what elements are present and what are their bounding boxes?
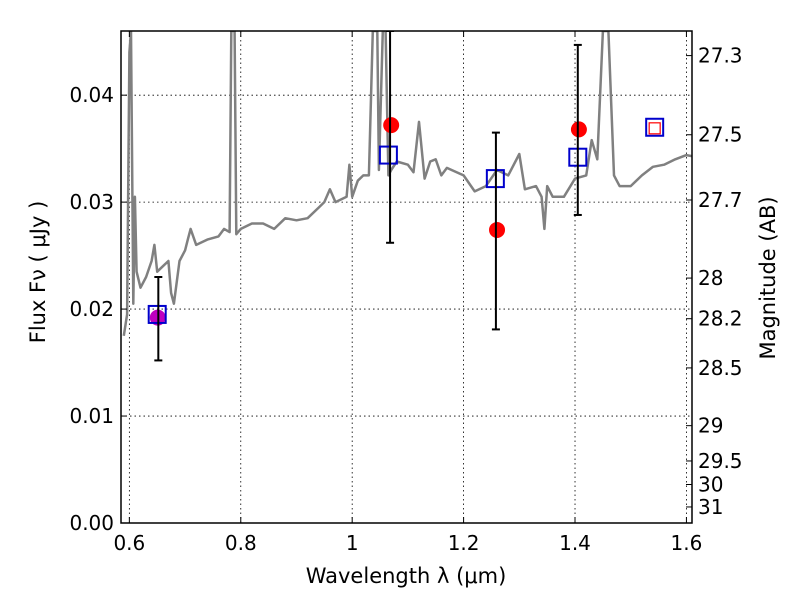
right-tick-label: 27.3 [698,44,743,68]
y-tick-label: 0.04 [69,83,114,107]
x-tick-label: 0.6 [113,531,145,555]
data-point-square-small [648,122,661,135]
data-point-circle [383,117,400,134]
right-tick-label: 27.5 [698,123,743,147]
x-tick-label: 1.4 [559,531,591,555]
data-point-square [645,117,665,137]
x-tick-label: 0.8 [225,531,257,555]
y-tick-label: 0.02 [69,297,114,321]
right-tick-label: 28 [698,266,723,290]
x-tick-label: 1.6 [671,531,703,555]
right-axis-label: Magnitude (AB) [756,196,780,359]
plot-area [122,31,692,362]
data-point-square [147,304,167,324]
right-tick-label: 30 [698,472,723,496]
data-point-circle [570,121,587,138]
y-tick-label: 0.00 [69,511,114,535]
data-point-circle [489,221,506,238]
right-tick-label: 27.7 [698,188,743,212]
right-tick-label: 28.2 [698,307,743,331]
data-point-square [378,145,398,165]
y-tick-label: 0.03 [69,190,114,214]
right-tick-label: 29.5 [698,449,743,473]
right-tick-label: 28.5 [698,356,743,380]
x-tick-label: 1 [346,531,359,555]
x-tick-label: 1.2 [448,531,480,555]
y-tick-label: 0.01 [69,404,114,428]
ticks: 0.6 0.8 1 1.2 1.4 1.6 0.00 0.01 0.02 0.03 0.04 27.3… [69,31,743,555]
plot-frame [120,30,693,524]
y-axis-label: Flux Fν ( μJy ) [26,201,50,344]
x-axis-label: Wavelength λ (μm) [306,564,507,588]
right-tick-label: 29 [698,414,723,438]
spectrum-line [122,31,692,336]
right-tick-label: 31 [698,495,723,519]
